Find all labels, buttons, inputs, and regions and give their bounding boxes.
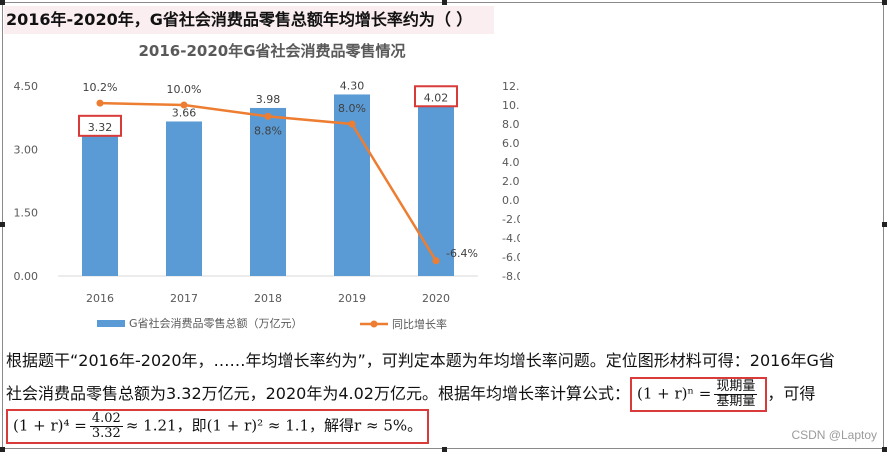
resize-handle[interactable]	[442, 447, 447, 452]
watermark: CSDN @Laptoy	[791, 428, 877, 442]
formula-lhs: (1 + r)ⁿ =	[636, 384, 712, 403]
x-axis: 2016 2017 2018 2019 2020	[86, 292, 450, 305]
right-tick-label: 2.0%	[502, 175, 520, 188]
right-tick-label: 10.0%	[502, 99, 520, 112]
calc-denominator: 3.32	[91, 426, 121, 441]
formula-fraction: 现期量 基期量	[714, 379, 758, 409]
line-series	[96, 99, 440, 265]
calc-numerator: 4.02	[89, 411, 123, 427]
resize-handle[interactable]	[0, 0, 5, 5]
right-tick-label: -4.0%	[502, 232, 520, 245]
chart-title: 2016-2020年G省社会消费品零售情况	[138, 42, 405, 60]
right-tick-label: 8.0%	[502, 118, 520, 131]
bar-label-highlight	[78, 114, 122, 137]
line-marker	[264, 112, 272, 120]
calc-box: (1 + r)⁴ = 4.02 3.32 ≈ 1.21，即(1 + r)² ≈ 1.1…	[6, 409, 430, 444]
calc-lhs: (1 + r)⁴ =	[13, 416, 87, 435]
calc-fraction: 4.02 3.32	[89, 411, 123, 441]
right-tick-label: 4.0%	[502, 156, 520, 169]
explanation-line-3: (1 + r)⁴ = 4.02 3.32 ≈ 1.21，即(1 + r)² ≈ 1.1…	[6, 409, 884, 444]
line-data-label: 8.8%	[254, 124, 282, 137]
left-tick-label: 1.50	[14, 207, 39, 220]
bar-data-label: 4.02	[424, 91, 449, 104]
resize-handle[interactable]	[442, 0, 447, 5]
right-tick-label: -6.0%	[502, 251, 520, 264]
line-data-label: 10.0%	[167, 83, 202, 96]
bar	[166, 121, 202, 276]
formula-numerator: 现期量	[714, 379, 758, 395]
bar	[82, 135, 118, 276]
resize-handle[interactable]	[0, 447, 5, 452]
legend: G省社会消费品零售总额（万亿元） 同比增长率	[97, 316, 447, 331]
right-tick-label: 6.0%	[502, 137, 520, 150]
legend-swatch-marker	[370, 320, 378, 328]
resize-handle[interactable]	[882, 0, 887, 5]
left-tick-label: 0.00	[14, 270, 39, 283]
question-text: 2016年-2020年，G省社会消费品零售总额年均增长率约为（ ）	[4, 6, 494, 34]
resize-handle[interactable]	[882, 447, 887, 452]
resize-handle[interactable]	[882, 222, 887, 227]
left-axis: 0.00 1.50 3.00 4.50	[14, 80, 39, 283]
right-tick-label: 0.0%	[502, 194, 520, 207]
line-marker	[96, 99, 104, 107]
line-data-label: -6.4%	[446, 247, 478, 260]
line-marker	[348, 120, 356, 128]
bar	[250, 107, 286, 276]
right-tick-label: 12.0%	[502, 80, 520, 93]
legend-label-bar: G省社会消费品零售总额（万亿元）	[129, 316, 303, 330]
combo-chart: 2016-2020年G省社会消费品零售情况 0.00 1.50 3.00 4.50 1…	[14, 42, 521, 331]
bar	[418, 106, 454, 277]
explanation-line-2-tail: ，可得	[767, 384, 816, 403]
line-data-label: 8.0%	[338, 102, 366, 115]
line-marker	[432, 257, 440, 265]
formula-denominator: 基期量	[716, 394, 756, 409]
left-tick-label: 3.00	[14, 143, 39, 156]
right-tick-label: -8.0%	[502, 270, 520, 283]
x-tick-label: 2017	[170, 292, 198, 305]
bar-data-label: 3.98	[256, 93, 281, 106]
line-marker	[180, 101, 188, 109]
bar-data-label: 3.66	[172, 106, 197, 119]
right-tick-label: -2.0%	[502, 213, 520, 226]
left-tick-label: 4.50	[14, 80, 39, 93]
x-tick-label: 2018	[254, 292, 282, 305]
x-tick-label: 2016	[86, 292, 114, 305]
bar-data-labels: 3.32 3.66 3.98 4.30 4.02	[78, 79, 458, 137]
explanation-line-2-text: 社会消费品零售总额为3.32万亿元，2020年为4.02万亿元。根据年均增长率计…	[6, 384, 630, 403]
legend-label-line: 同比增长率	[392, 317, 447, 331]
line-data-label: 10.2%	[83, 81, 118, 94]
bar-series	[82, 94, 454, 277]
x-tick-label: 2019	[338, 292, 366, 305]
calc-rhs: ≈ 1.21，即(1 + r)² ≈ 1.1，解得r ≈ 5%。	[125, 416, 423, 435]
resize-handle[interactable]	[0, 222, 5, 227]
explanation-line-2: 社会消费品零售总额为3.32万亿元，2020年为4.02万亿元。根据年均增长率计…	[6, 377, 884, 412]
line-data-labels: 10.2% 10.0% 8.8% 8.0% -6.4%	[83, 81, 478, 260]
legend-swatch-bar	[97, 320, 125, 327]
right-axis: 12.0% 10.0% 8.0% 6.0% 4.0% 2.0% 0.0% -2.0% -4.0%…	[502, 80, 520, 283]
x-tick-label: 2020	[422, 292, 450, 305]
bar-data-label: 4.30	[340, 79, 365, 92]
bar-label-highlight	[414, 85, 458, 108]
formula-box: (1 + r)ⁿ = 现期量 基期量	[629, 377, 768, 412]
explanation: 根据题干“2016年-2020年，……年均增长率约为”，可判定本题为年均增长率问…	[6, 345, 884, 444]
bar-data-label: 3.32	[88, 121, 113, 134]
explanation-line-1: 根据题干“2016年-2020年，……年均增长率约为”，可判定本题为年均增长率问…	[6, 351, 835, 370]
